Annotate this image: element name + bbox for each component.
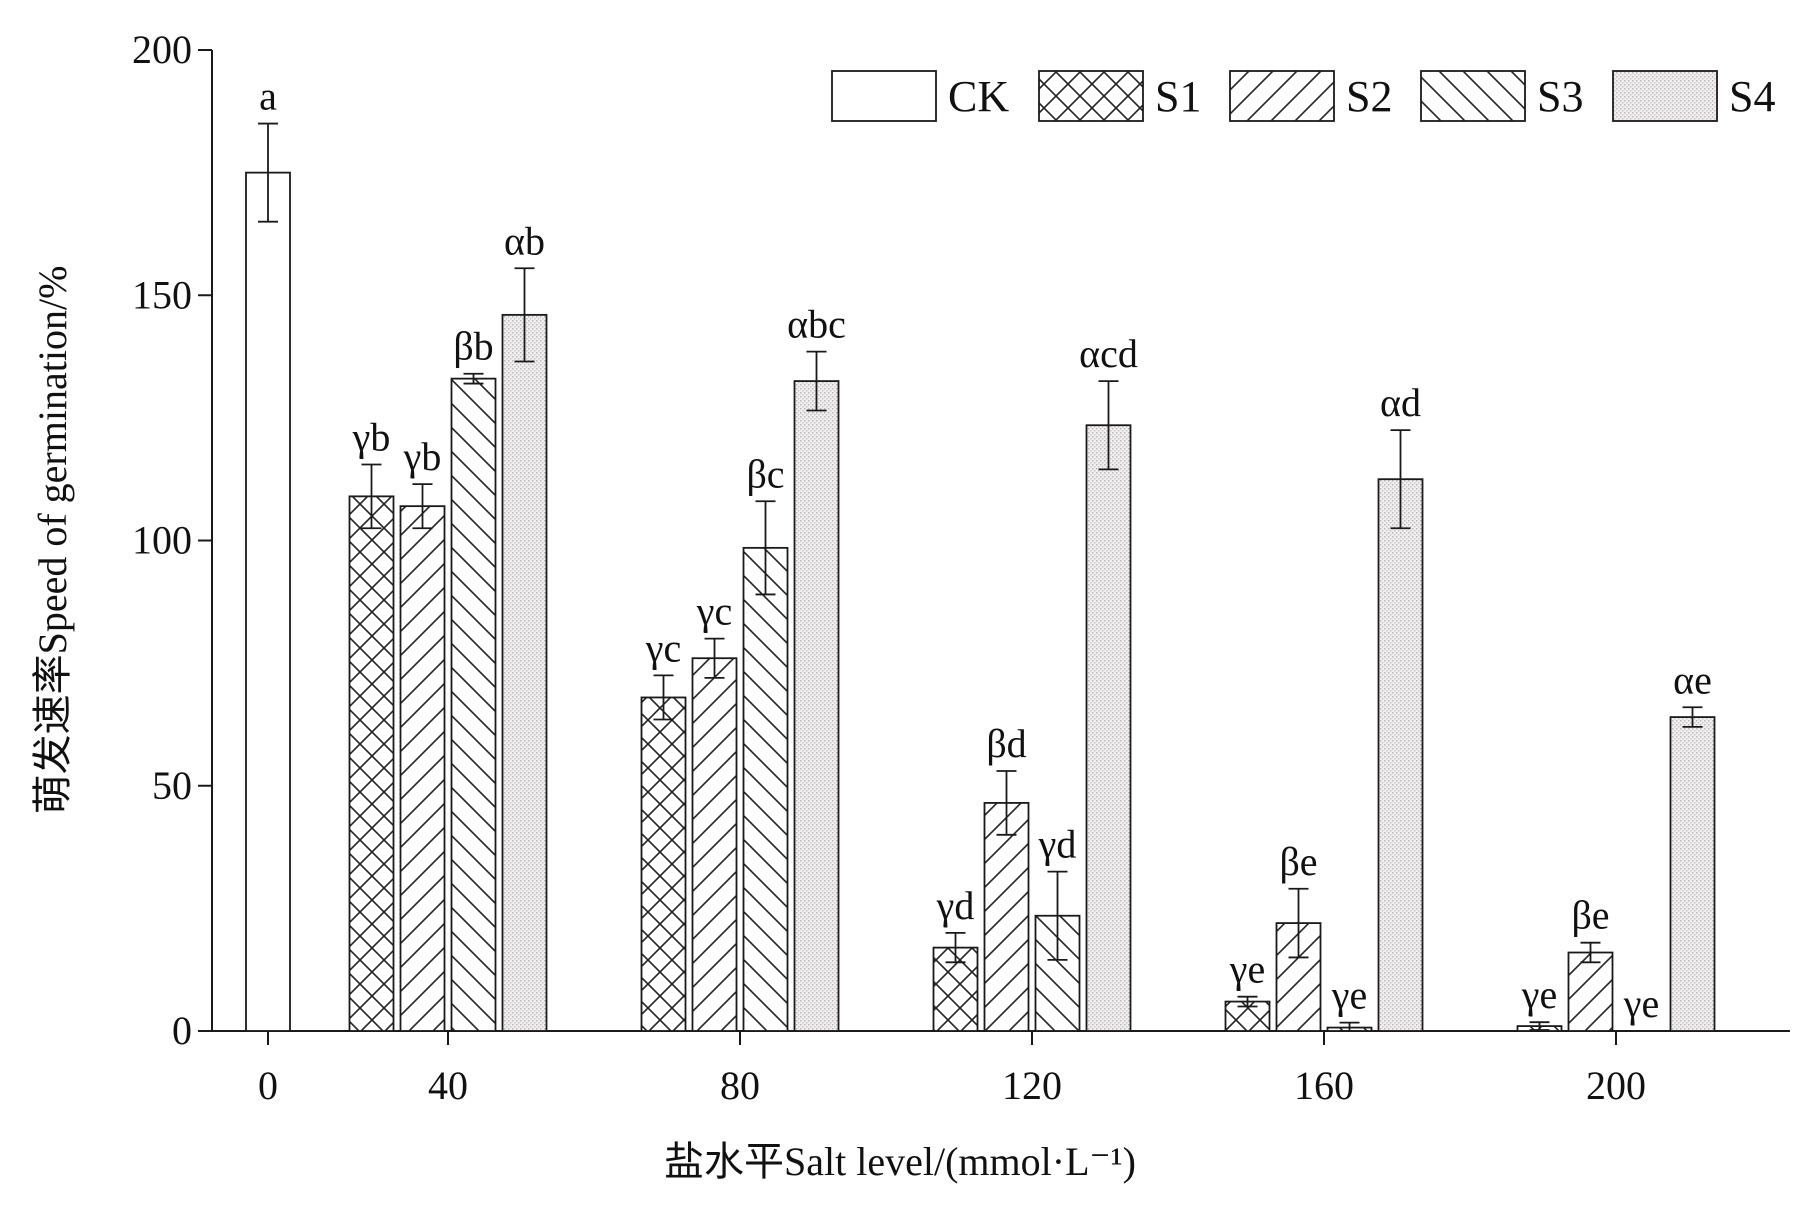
x-tick-label: 120	[1002, 1063, 1062, 1108]
legend-label: S2	[1346, 72, 1392, 121]
error-bar-s2-120	[996, 770, 1017, 836]
bar-s3-80	[742, 546, 789, 1032]
bar-s1-160	[1224, 1000, 1271, 1032]
y-tick-label: 0	[172, 1008, 192, 1053]
significance-letter: a	[259, 74, 277, 119]
bars	[245, 171, 1716, 1032]
error-bar-s3-160	[1339, 1021, 1360, 1032]
y-axis-ticks: 0 50 100 150 200	[132, 27, 212, 1053]
y-tick-label: 200	[132, 27, 192, 72]
significance-letter: αb	[504, 218, 545, 263]
significance-letter: γe	[1331, 973, 1367, 1018]
legend-swatch	[831, 70, 937, 122]
legend-item-s2: S2	[1229, 70, 1392, 122]
error-bar-ck-0	[258, 122, 278, 223]
error-bar-s2-200	[1580, 941, 1601, 964]
error-bar-s1-40	[361, 463, 382, 530]
significance-letter: βe	[1571, 893, 1609, 938]
bar-s2-120	[983, 802, 1030, 1032]
significance-letter: βc	[746, 451, 784, 496]
significance-letter: βe	[1279, 839, 1317, 884]
significance-letter: γe	[1521, 972, 1557, 1017]
significance-letter: γb	[403, 434, 442, 479]
legend-label: S4	[1729, 72, 1775, 121]
significance-letter: γd	[1038, 822, 1077, 867]
bar-s4-200	[1669, 716, 1716, 1032]
bar-s4-40	[501, 313, 548, 1032]
error-bar-s2-40	[412, 483, 433, 530]
legend-item-s1: S1	[1038, 70, 1201, 122]
significance-letter: βb	[453, 324, 493, 369]
axes: 0 50 100 150 200 0 40 80 120 160 200	[132, 27, 1790, 1108]
significance-letter: αe	[1673, 657, 1712, 702]
significance-letter: γe	[1229, 947, 1265, 992]
error-bar-s3-40	[463, 372, 484, 385]
error-bar-s4-40	[514, 267, 535, 363]
y-tick-label: 50	[152, 763, 192, 808]
y-axis-label: 萌发速率Speed of germination/%	[30, 266, 75, 815]
error-bar-s1-160	[1237, 995, 1258, 1008]
significance-letter: γe	[1623, 981, 1659, 1026]
bar-s2-80	[691, 657, 738, 1032]
legend-item-ck: CK	[831, 70, 1009, 122]
error-bar-s2-80	[704, 637, 725, 679]
significance-letter: γc	[696, 589, 732, 634]
x-tick-label: 40	[428, 1063, 468, 1108]
error-bar-s3-80	[755, 500, 776, 596]
significance-letter: γd	[936, 883, 975, 928]
bar-s2-40	[399, 505, 446, 1032]
legend-item-s4: S4	[1612, 70, 1775, 122]
legend-label: S3	[1537, 72, 1583, 121]
bar-s1-80	[640, 696, 687, 1032]
x-tick-label: 200	[1586, 1063, 1646, 1108]
legend-label: S1	[1155, 72, 1201, 121]
x-axis-label: 盐水平Salt level/(mmol·L⁻¹)	[664, 1139, 1136, 1184]
significance-letter: βd	[986, 721, 1026, 766]
legend-swatch	[1420, 70, 1526, 122]
bar-s1-40	[348, 495, 395, 1032]
error-bar-s2-160	[1288, 887, 1309, 959]
legend-swatch	[1229, 70, 1335, 122]
error-bar-s1-120	[945, 932, 966, 964]
significance-letter: αcd	[1079, 331, 1138, 376]
error-bars	[258, 122, 1703, 1032]
significance-letter: γb	[352, 414, 391, 459]
legend-swatch	[1612, 70, 1718, 122]
x-tick-label: 80	[720, 1063, 760, 1108]
significance-letter: αbc	[787, 302, 846, 347]
y-tick-label: 100	[132, 518, 192, 563]
legend: CK S1 S2 S3 S4	[831, 70, 1775, 122]
legend-label: CK	[948, 72, 1009, 121]
bar-s4-120	[1085, 424, 1132, 1032]
legend-swatch	[1038, 70, 1144, 122]
y-tick-label: 150	[132, 272, 192, 317]
significance-letters: aγb γbβbαbγcγcβcαbcγdβdγdαcdγeβeγeαdγeβeγ…	[259, 74, 1712, 1026]
error-bar-s4-200	[1682, 706, 1703, 728]
bar-s4-80	[793, 380, 840, 1032]
x-tick-label: 0	[258, 1063, 278, 1108]
legend-item-s3: S3	[1420, 70, 1583, 122]
bar-s2-200	[1567, 951, 1614, 1032]
bar-s4-160	[1377, 478, 1424, 1032]
error-bar-s4-80	[806, 350, 827, 412]
x-tick-label: 160	[1294, 1063, 1354, 1108]
error-bar-s1-200	[1529, 1021, 1550, 1031]
bar-ck-0	[245, 171, 291, 1032]
error-bar-s1-80	[653, 674, 674, 721]
bar-s3-40	[450, 377, 497, 1032]
error-bar-s4-120	[1098, 380, 1119, 471]
error-bar-s3-120	[1047, 870, 1068, 961]
significance-letter: αd	[1380, 380, 1421, 425]
error-bar-s4-160	[1390, 429, 1411, 530]
x-axis-ticks: 0 40 80 120 160 200	[258, 1031, 1646, 1108]
significance-letter: γc	[645, 625, 681, 670]
